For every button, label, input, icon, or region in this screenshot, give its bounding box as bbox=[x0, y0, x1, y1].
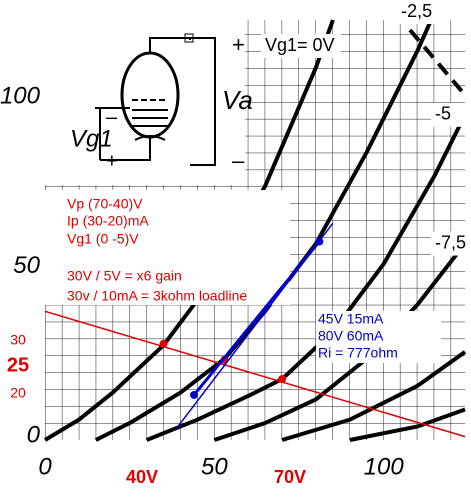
note-box bbox=[45, 190, 290, 305]
minus-sign: – bbox=[232, 148, 245, 173]
curve-label: -7,5 bbox=[435, 232, 466, 252]
dissipation-limit bbox=[408, 28, 467, 97]
note-bg bbox=[316, 345, 441, 363]
y-annotation: 30 bbox=[10, 332, 26, 348]
note-red: Vg1 (0 -5)V bbox=[67, 231, 139, 247]
note-red: Ip (30-20)mA bbox=[67, 213, 149, 229]
curve bbox=[281, 350, 467, 442]
x-tick-label: 50 bbox=[201, 453, 228, 480]
curve bbox=[145, 113, 467, 442]
vg1-label: Vg1 bbox=[70, 125, 113, 152]
note-red: 30V / 5V = x6 gain bbox=[67, 268, 182, 284]
curve-label: -2,5 bbox=[401, 1, 432, 21]
x-annotation: 40V bbox=[126, 467, 158, 487]
note-blue: 80V 60mA bbox=[318, 328, 384, 344]
note-bg bbox=[316, 328, 441, 346]
plus-sign: + bbox=[106, 150, 118, 172]
x-tick-label: 0 bbox=[38, 453, 52, 480]
note-red: Vp (70-40)V bbox=[67, 196, 143, 212]
note-bg bbox=[316, 311, 441, 329]
note-blue: Ri = 777ohm bbox=[318, 345, 398, 361]
note-blue: 45V 15mA bbox=[318, 311, 384, 327]
minus-sign: – bbox=[106, 106, 118, 128]
note-red: 30v / 10mA = 3kohm loadline bbox=[67, 288, 247, 304]
y-annotation: 25 bbox=[7, 354, 29, 376]
label-bg bbox=[261, 34, 341, 58]
y-tick-label: 50 bbox=[13, 252, 40, 279]
x-annotation: 70V bbox=[274, 467, 306, 487]
curve bbox=[349, 407, 466, 442]
curve-label: Vg1= 0V bbox=[265, 35, 335, 55]
va-label: Va bbox=[222, 85, 253, 115]
label-bg bbox=[431, 231, 471, 256]
y-tick-label: 0 bbox=[27, 421, 41, 448]
x-tick-label: 100 bbox=[364, 453, 405, 480]
label-bg bbox=[397, 0, 444, 24]
loadline-point bbox=[278, 375, 287, 384]
curve bbox=[213, 242, 467, 442]
curve-label: -5 bbox=[435, 104, 451, 124]
schematic bbox=[45, 20, 245, 185]
tangent-thick bbox=[192, 240, 321, 396]
loadline bbox=[44, 310, 466, 438]
curve bbox=[43, 19, 335, 442]
y-tick-label: 100 bbox=[0, 83, 41, 110]
plus-sign: + bbox=[232, 32, 245, 57]
label-bg bbox=[431, 102, 471, 127]
y-annotation: 20 bbox=[10, 385, 26, 401]
loadline-point bbox=[159, 339, 168, 348]
